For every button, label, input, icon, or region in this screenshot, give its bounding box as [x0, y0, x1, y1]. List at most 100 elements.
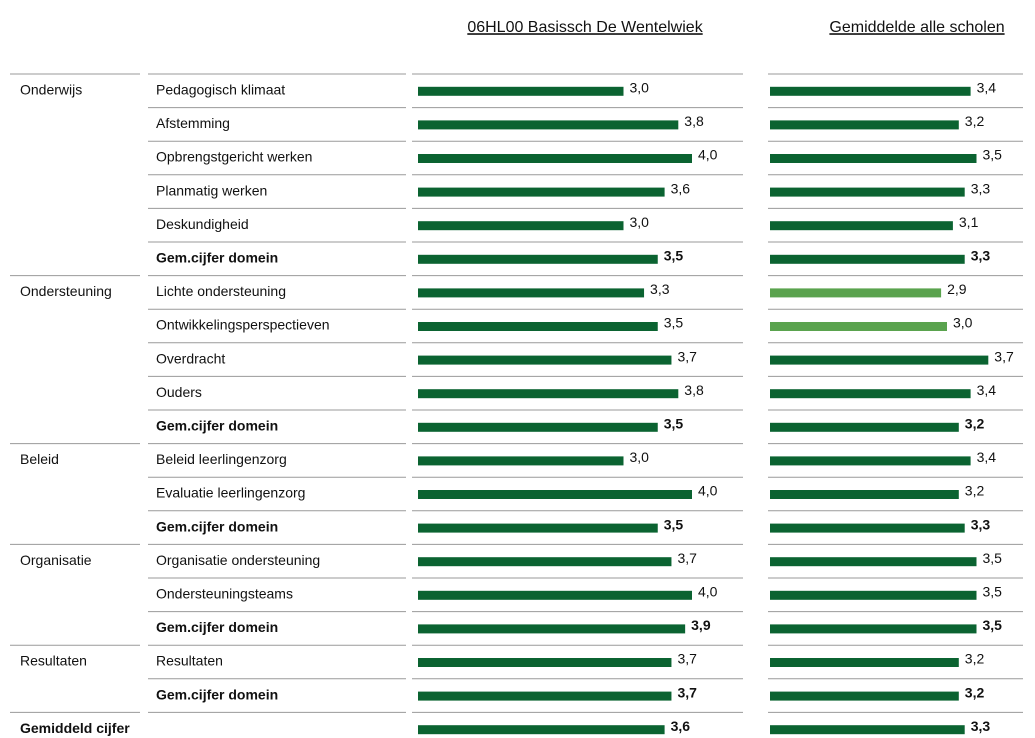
school-value: 3,3	[650, 281, 670, 297]
item-label: Ondersteuningsteams	[156, 586, 293, 602]
domain-label: Ondersteuning	[20, 283, 112, 299]
item-label: Gem.cijfer domein	[156, 686, 278, 702]
school-bar	[418, 86, 624, 96]
average-value: 3,2	[965, 416, 985, 432]
average-bar	[770, 154, 977, 163]
item-label: Gem.cijfer domein	[156, 418, 278, 434]
average-value: 3,5	[983, 617, 1003, 633]
item-label: Overdracht	[156, 350, 225, 366]
domain-label: Beleid	[20, 451, 59, 467]
school-value: 3,5	[664, 248, 684, 264]
school-value: 3,7	[677, 684, 697, 700]
school-bar	[418, 456, 624, 466]
school-value: 3,6	[671, 718, 691, 734]
average-value: 3,7	[994, 348, 1014, 364]
school-value: 3,5	[664, 516, 684, 532]
average-value: 3,5	[983, 147, 1003, 163]
item-label: Lichte ondersteuning	[156, 283, 286, 299]
item-label: Resultaten	[156, 653, 223, 669]
school-value: 3,5	[664, 416, 684, 432]
item-label: Opbrengstgericht werken	[156, 149, 312, 165]
school-value: 3,7	[677, 651, 697, 667]
school-value: 4,0	[698, 584, 718, 600]
overall-label: Gemiddeld cijfer	[20, 720, 130, 736]
item-label: Afstemming	[156, 115, 230, 131]
school-bar	[418, 355, 672, 365]
average-value: 3,0	[953, 315, 973, 331]
average-value: 3,2	[965, 483, 985, 499]
average-value: 3,2	[965, 684, 985, 700]
school-value: 3,6	[671, 180, 691, 196]
school-value: 3,7	[677, 550, 697, 566]
average-bar	[770, 658, 959, 667]
domain-label: Organisatie	[20, 552, 92, 568]
average-bar	[770, 389, 971, 399]
average-value: 3,2	[965, 651, 985, 667]
item-label: Planmatig werken	[156, 182, 267, 198]
item-label: Organisatie ondersteuning	[156, 552, 320, 568]
school-bar	[418, 725, 665, 735]
school-value: 4,0	[698, 147, 718, 163]
average-value: 3,5	[983, 550, 1003, 566]
average-bar	[770, 624, 977, 634]
average-value: 3,2	[965, 113, 985, 129]
domain-label: Resultaten	[20, 653, 87, 669]
school-bar	[418, 254, 658, 264]
school-bar	[418, 590, 692, 600]
average-bar	[770, 691, 959, 701]
school-value: 3,7	[677, 348, 697, 364]
school-bar	[418, 557, 672, 567]
school-bar	[418, 154, 692, 163]
item-label: Ontwikkelingsperspectieven	[156, 317, 330, 333]
item-label: Pedagogisch klimaat	[156, 82, 285, 98]
average-value: 3,4	[977, 80, 997, 96]
average-bar	[770, 456, 971, 466]
average-value: 3,1	[959, 214, 979, 230]
school-value: 3,8	[684, 113, 704, 129]
school-value: 4,0	[698, 483, 718, 499]
item-label: Gem.cijfer domein	[156, 619, 278, 635]
school-header: 06HL00 Basissch De Wentelwiek	[467, 19, 703, 36]
average-value: 3,3	[971, 718, 991, 734]
school-value: 3,9	[691, 617, 711, 633]
domain-label: Onderwijs	[20, 82, 82, 98]
average-bar	[770, 288, 942, 298]
average-bar	[770, 254, 965, 264]
school-bar	[418, 389, 679, 399]
school-value: 3,0	[630, 80, 650, 96]
average-value: 3,5	[983, 584, 1003, 600]
item-label: Ouders	[156, 384, 202, 400]
school-bar	[418, 490, 692, 499]
average-bar	[770, 86, 971, 96]
school-value: 3,0	[630, 214, 650, 230]
average-value: 3,3	[971, 516, 991, 532]
school-bar	[418, 288, 645, 298]
item-label: Beleid leerlingenzorg	[156, 451, 287, 467]
average-bar	[770, 557, 977, 567]
average-bar	[770, 590, 977, 600]
average-bar	[770, 221, 953, 231]
average-bar	[770, 322, 947, 331]
school-bar	[418, 523, 658, 533]
school-bar	[418, 322, 658, 331]
item-label: Gem.cijfer domein	[156, 518, 278, 534]
average-bar	[770, 120, 959, 130]
average-value: 3,3	[971, 248, 991, 264]
school-bar	[418, 624, 686, 634]
average-bar	[770, 523, 965, 533]
average-bar	[770, 725, 965, 735]
average-bar	[770, 355, 989, 365]
average-value: 3,4	[977, 382, 997, 398]
school-bar	[418, 221, 624, 231]
item-label: Deskundigheid	[156, 216, 249, 232]
school-value: 3,0	[630, 449, 650, 465]
school-value: 3,8	[684, 382, 704, 398]
average-value: 3,4	[977, 449, 997, 465]
school-bar	[418, 691, 672, 701]
school-bar	[418, 422, 658, 432]
average-header: Gemiddelde alle scholen	[829, 19, 1004, 36]
average-bar	[770, 490, 959, 499]
school-bar	[418, 120, 679, 130]
